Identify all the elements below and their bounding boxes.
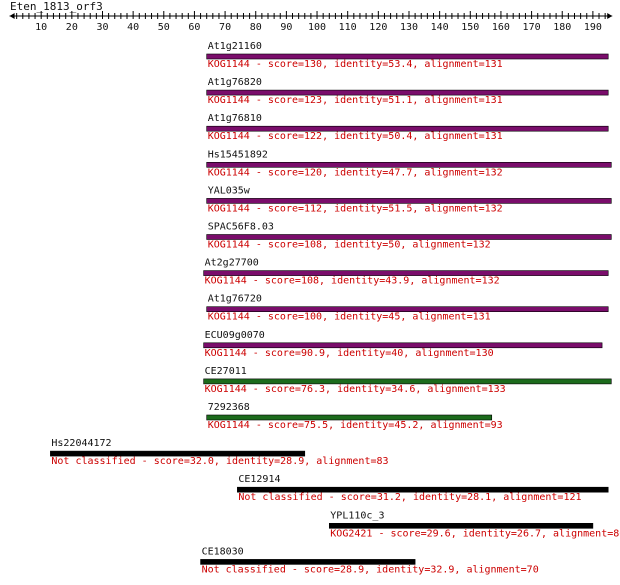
hit-alignment-bar[interactable] [237, 486, 609, 493]
hit-alignment-bar[interactable] [200, 559, 416, 565]
ruler-tick-label: 160 [492, 22, 510, 33]
hit-row[interactable]: Hs22044172 Not classified - score=32.0, i… [50, 438, 389, 467]
ruler-tick-label: 150 [461, 22, 479, 33]
ruler-arrow-right [607, 13, 613, 19]
hit-row[interactable]: YPL110c_3 KOG2421 - score=29.6, identity=… [328, 510, 620, 539]
hit-score-info: KOG1144 - score=108, identity=50, alignm… [208, 240, 491, 251]
ruler-tick-label: 110 [339, 22, 357, 33]
hit-name[interactable]: SPAC56F8.03 [208, 222, 274, 233]
hit-score-info: KOG1144 - score=76.3, identity=34.6, ali… [205, 384, 506, 395]
hit-alignment-bar[interactable] [206, 198, 612, 204]
ruler-tick-label: 30 [96, 22, 108, 33]
hit-row[interactable]: At1g76720 KOG1144 - score=100, identity=4… [206, 294, 609, 323]
hit-row[interactable]: CE12914 Not classified - score=31.2, iden… [237, 474, 609, 503]
ruler-tick-label: 10 [35, 22, 47, 33]
hit-score-info: KOG2421 - score=29.6, identity=26.7, ali… [330, 528, 620, 539]
hit-name[interactable]: CE18030 [202, 546, 244, 557]
hit-name[interactable]: Hs15451892 [208, 149, 268, 160]
hit-score-info: KOG1144 - score=100, identity=45, alignm… [208, 312, 491, 323]
hit-name[interactable]: ECU09g0070 [205, 330, 265, 341]
hit-alignment-bar[interactable] [50, 450, 306, 457]
hit-score-info: KOG1144 - score=112, identity=51.5, alig… [208, 203, 503, 214]
hit-score-info: KOG1144 - score=90.9, identity=40, align… [205, 348, 494, 359]
track-title: Eten_1813_orf3 [10, 0, 103, 13]
hit-name[interactable]: 7292368 [208, 402, 250, 413]
hit-score-info: KOG1144 - score=120, identity=47.7, alig… [208, 167, 503, 178]
ruler-tick-label: 170 [523, 22, 541, 33]
ruler-tick-label: 60 [188, 22, 200, 33]
hit-score-info: KOG1144 - score=75.5, identity=45.2, ali… [208, 420, 503, 431]
hit-score-info: Not classified - score=28.9, identity=32… [202, 564, 539, 575]
hit-name[interactable]: At2g27700 [205, 258, 259, 269]
hit-name[interactable]: CE27011 [205, 366, 247, 377]
hit-name[interactable]: Hs22044172 [51, 438, 111, 449]
hit-row[interactable]: 7292368 KOG1144 - score=75.5, identity=45… [206, 402, 503, 431]
hit-alignment-bar[interactable] [206, 414, 493, 421]
hit-list: At1g21160 KOG1144 - score=130, identity=5… [50, 41, 620, 575]
hit-score-info: KOG1144 - score=122, identity=50.4, alig… [208, 131, 503, 142]
hit-score-info: Not classified - score=32.0, identity=28… [51, 456, 388, 467]
hit-name[interactable]: CE12914 [238, 474, 280, 485]
hit-name[interactable]: At1g21160 [208, 41, 262, 52]
hit-alignment-bar[interactable] [206, 53, 609, 60]
hit-alignment-bar[interactable] [328, 522, 594, 529]
hit-row[interactable]: Hs15451892 KOG1144 - score=120, identity=… [206, 149, 612, 178]
hit-score-info: Not classified - score=31.2, identity=28… [238, 492, 581, 503]
hit-score-info: KOG1144 - score=123, identity=51.1, alig… [208, 95, 503, 106]
hit-row[interactable]: CE18030 Not classified - score=28.9, iden… [200, 546, 539, 575]
ruler-tick-label: 180 [553, 22, 571, 33]
hit-name[interactable]: At1g76820 [208, 77, 262, 88]
hit-alignment-bar[interactable] [203, 378, 612, 385]
hit-row[interactable]: At2g27700 KOG1144 - score=108, identity=4… [203, 258, 609, 287]
hit-alignment-bar[interactable] [203, 270, 609, 276]
hit-row[interactable]: At1g76810 KOG1144 - score=122, identity=5… [206, 113, 609, 142]
hit-name[interactable]: YAL035w [208, 185, 251, 196]
ruler-tick-label: 120 [369, 22, 387, 33]
ruler-arrow-left [9, 13, 15, 19]
hit-name[interactable]: YPL110c_3 [330, 510, 384, 521]
hit-alignment-bar[interactable] [206, 89, 609, 96]
hit-name[interactable]: At1g76720 [208, 294, 262, 305]
ruler-tick-label: 40 [127, 22, 139, 33]
hit-score-info: KOG1144 - score=108, identity=43.9, alig… [205, 276, 500, 287]
ruler-tick-label: 70 [219, 22, 231, 33]
ruler-tick-label: 80 [250, 22, 262, 33]
hit-score-info: KOG1144 - score=130, identity=53.4, alig… [208, 59, 503, 70]
ruler-tick-label: 140 [431, 22, 449, 33]
ruler-tick-label: 190 [584, 22, 602, 33]
position-ruler: 10 20 30 40 50 60 70 80 90 100 110 120 130 140 150 160 1… [9, 11, 613, 33]
hit-alignment-bar[interactable] [203, 342, 603, 349]
ruler-tick-label: 100 [308, 22, 326, 33]
hit-alignment-bar[interactable] [206, 234, 612, 240]
hit-name[interactable]: At1g76810 [208, 113, 262, 124]
hit-alignment-bar[interactable] [206, 125, 609, 132]
ruler-tick-label: 130 [400, 22, 418, 33]
hit-row[interactable]: CE27011 KOG1144 - score=76.3, identity=34… [203, 366, 612, 395]
ruler-tick-label: 20 [66, 22, 78, 33]
hit-row[interactable]: At1g21160 KOG1144 - score=130, identity=5… [206, 41, 609, 70]
hit-row[interactable]: SPAC56F8.03 KOG1144 - score=108, identity… [206, 222, 612, 251]
ruler-tick-label: 50 [158, 22, 170, 33]
hit-alignment-bar[interactable] [206, 306, 609, 313]
hit-row[interactable]: ECU09g0070 KOG1144 - score=90.9, identity… [203, 330, 603, 359]
hit-row[interactable]: YAL035w KOG1144 - score=112, identity=51.… [206, 185, 612, 214]
hit-row[interactable]: At1g76820 KOG1144 - score=123, identity=5… [206, 77, 609, 106]
hit-alignment-bar[interactable] [206, 162, 612, 168]
ruler-tick-label: 90 [280, 22, 292, 33]
